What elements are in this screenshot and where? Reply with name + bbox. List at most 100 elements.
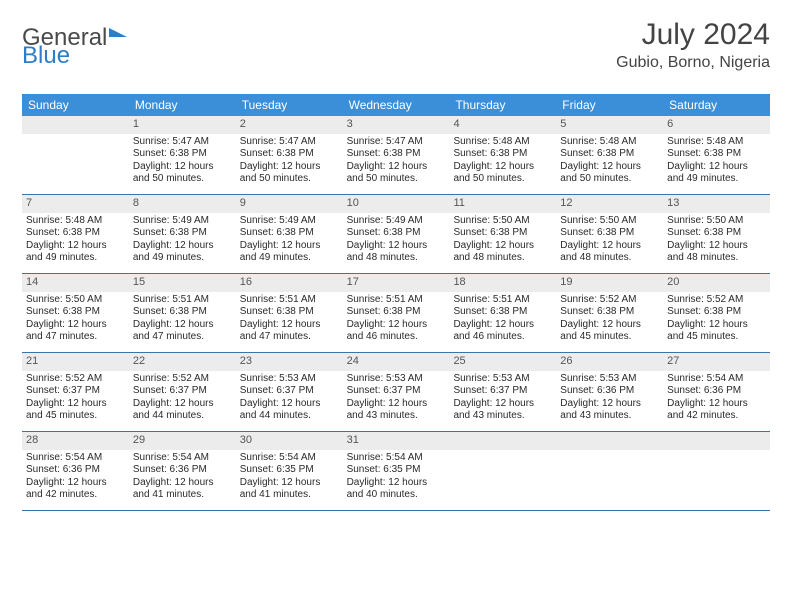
day-info: Sunrise: 5:50 AMSunset: 6:38 PMDaylight:… <box>556 215 663 265</box>
daylight-text: Daylight: 12 hours and 48 minutes. <box>667 240 766 265</box>
day-cell: 14Sunrise: 5:50 AMSunset: 6:38 PMDayligh… <box>22 274 129 352</box>
day-number <box>449 432 556 450</box>
day-number <box>556 432 663 450</box>
sunset-text: Sunset: 6:37 PM <box>240 385 339 398</box>
day-info: Sunrise: 5:48 AMSunset: 6:38 PMDaylight:… <box>22 215 129 265</box>
sunset-text: Sunset: 6:38 PM <box>347 227 446 240</box>
sunset-text: Sunset: 6:35 PM <box>347 464 446 477</box>
daylight-text: Daylight: 12 hours and 43 minutes. <box>560 398 659 423</box>
day-cell: 18 Sunrise: 5:51 AMSunset: 6:38 PMDayligh… <box>449 274 556 352</box>
day-cell: 24Sunrise: 5:53 AMSunset: 6:37 PMDayligh… <box>343 353 450 431</box>
day-cell: 31Sunrise: 5:54 AMSunset: 6:35 PMDayligh… <box>343 432 450 510</box>
daylight-text: Daylight: 12 hours and 42 minutes. <box>667 398 766 423</box>
sunset-text: Sunset: 6:38 PM <box>347 148 446 161</box>
day-number: 21 <box>22 353 129 371</box>
day-info: Sunrise: 5:51 AMSunset: 6:38 PMDaylight:… <box>449 294 556 344</box>
sunset-text: Sunset: 6:37 PM <box>453 385 552 398</box>
sunset-text: Sunset: 6:38 PM <box>133 227 232 240</box>
day-number: 13 <box>663 195 770 213</box>
sunrise-text: Sunrise: 5:48 AM <box>560 136 659 149</box>
sunset-text: Sunset: 6:36 PM <box>133 464 232 477</box>
day-cell <box>663 432 770 510</box>
day-number: 30 <box>236 432 343 450</box>
sunrise-text: Sunrise: 5:51 AM <box>133 294 232 307</box>
day-cell: 9Sunrise: 5:49 AMSunset: 6:38 PMDaylight… <box>236 195 343 273</box>
day-cell <box>449 432 556 510</box>
sunset-text: Sunset: 6:37 PM <box>26 385 125 398</box>
sunset-text: Sunset: 6:35 PM <box>240 464 339 477</box>
day-number: 7 <box>22 195 129 213</box>
day-cell: 11Sunrise: 5:50 AMSunset: 6:38 PMDayligh… <box>449 195 556 273</box>
day-info: Sunrise: 5:49 AMSunset: 6:38 PMDaylight:… <box>236 215 343 265</box>
day-cell: 5Sunrise: 5:48 AMSunset: 6:38 PMDaylight… <box>556 116 663 194</box>
daylight-text: Daylight: 12 hours and 49 minutes. <box>240 240 339 265</box>
day-number: 8 <box>129 195 236 213</box>
day-cell: 13 Sunrise: 5:50 AMSunset: 6:38 PMDayligh… <box>663 195 770 273</box>
week-row: 21Sunrise: 5:52 AMSunset: 6:37 PMDayligh… <box>22 353 770 432</box>
sunrise-text: Sunrise: 5:52 AM <box>667 294 766 307</box>
day-info: Sunrise: 5:54 AMSunset: 6:35 PMDaylight:… <box>236 452 343 502</box>
daylight-text: Daylight: 12 hours and 41 minutes. <box>133 477 232 502</box>
day-number: 25 <box>449 353 556 371</box>
calendar-grid: Sunday Monday Tuesday Wednesday Thursday… <box>22 94 770 511</box>
daylight-text: Daylight: 12 hours and 43 minutes. <box>347 398 446 423</box>
day-number: 16 <box>236 274 343 292</box>
day-cell <box>22 116 129 194</box>
day-info: Sunrise: 5:47 AMSunset: 6:38 PMDaylight:… <box>343 136 450 186</box>
sunset-text: Sunset: 6:38 PM <box>240 306 339 319</box>
day-cell: 6Sunrise: 5:48 AMSunset: 6:38 PMDaylight… <box>663 116 770 194</box>
daylight-text: Daylight: 12 hours and 50 minutes. <box>347 161 446 186</box>
sunset-text: Sunset: 6:37 PM <box>347 385 446 398</box>
sunrise-text: Sunrise: 5:49 AM <box>347 215 446 228</box>
day-info: Sunrise: 5:50 AMSunset: 6:38 PMDaylight:… <box>449 215 556 265</box>
sunset-text: Sunset: 6:37 PM <box>133 385 232 398</box>
day-cell: 8Sunrise: 5:49 AMSunset: 6:38 PMDaylight… <box>129 195 236 273</box>
sunrise-text: Sunrise: 5:49 AM <box>240 215 339 228</box>
day-number: 22 <box>129 353 236 371</box>
day-number: 14 <box>22 274 129 292</box>
daylight-text: Daylight: 12 hours and 47 minutes. <box>240 319 339 344</box>
day-cell: 2Sunrise: 5:47 AMSunset: 6:38 PMDaylight… <box>236 116 343 194</box>
day-number: 3 <box>343 116 450 134</box>
day-cell: 10Sunrise: 5:49 AMSunset: 6:38 PMDayligh… <box>343 195 450 273</box>
day-info: Sunrise: 5:48 AMSunset: 6:38 PMDaylight:… <box>449 136 556 186</box>
daylight-text: Daylight: 12 hours and 49 minutes. <box>133 240 232 265</box>
day-cell: 29Sunrise: 5:54 AMSunset: 6:36 PMDayligh… <box>129 432 236 510</box>
sunrise-text: Sunrise: 5:48 AM <box>667 136 766 149</box>
day-info: Sunrise: 5:51 AMSunset: 6:38 PMDaylight:… <box>236 294 343 344</box>
day-cell: 12 Sunrise: 5:50 AMSunset: 6:38 PMDayligh… <box>556 195 663 273</box>
day-number: 18 <box>449 274 556 292</box>
day-cell: 19Sunrise: 5:52 AMSunset: 6:38 PMDayligh… <box>556 274 663 352</box>
day-number: 5 <box>556 116 663 134</box>
month-title: July 2024 <box>616 18 770 52</box>
sunset-text: Sunset: 6:38 PM <box>347 306 446 319</box>
sunrise-text: Sunrise: 5:47 AM <box>240 136 339 149</box>
daylight-text: Daylight: 12 hours and 48 minutes. <box>560 240 659 265</box>
day-cell: 23Sunrise: 5:53 AMSunset: 6:37 PMDayligh… <box>236 353 343 431</box>
day-info: Sunrise: 5:54 AMSunset: 6:35 PMDaylight:… <box>343 452 450 502</box>
day-info: Sunrise: 5:50 AMSunset: 6:38 PMDaylight:… <box>663 215 770 265</box>
daylight-text: Daylight: 12 hours and 45 minutes. <box>560 319 659 344</box>
daylight-text: Daylight: 12 hours and 48 minutes. <box>453 240 552 265</box>
day-number: 23 <box>236 353 343 371</box>
sunset-text: Sunset: 6:38 PM <box>667 148 766 161</box>
day-cell: 22Sunrise: 5:52 AMSunset: 6:37 PMDayligh… <box>129 353 236 431</box>
sunrise-text: Sunrise: 5:53 AM <box>240 373 339 386</box>
logo-triangle-icon <box>109 28 127 37</box>
day-cell: 17Sunrise: 5:51 AMSunset: 6:38 PMDayligh… <box>343 274 450 352</box>
sunrise-text: Sunrise: 5:54 AM <box>133 452 232 465</box>
weekday-saturday: Saturday <box>663 94 770 116</box>
sunrise-text: Sunrise: 5:47 AM <box>133 136 232 149</box>
day-cell: 27Sunrise: 5:54 AMSunset: 6:36 PMDayligh… <box>663 353 770 431</box>
day-number: 24 <box>343 353 450 371</box>
day-number: 12 <box>556 195 663 213</box>
daylight-text: Daylight: 12 hours and 47 minutes. <box>26 319 125 344</box>
day-cell: 25Sunrise: 5:53 AMSunset: 6:37 PMDayligh… <box>449 353 556 431</box>
day-cell: 7 Sunrise: 5:48 AMSunset: 6:38 PMDaylight… <box>22 195 129 273</box>
week-row: 7 Sunrise: 5:48 AMSunset: 6:38 PMDaylight… <box>22 195 770 274</box>
daylight-text: Daylight: 12 hours and 50 minutes. <box>240 161 339 186</box>
day-number: 19 <box>556 274 663 292</box>
sunset-text: Sunset: 6:38 PM <box>667 227 766 240</box>
sunrise-text: Sunrise: 5:50 AM <box>667 215 766 228</box>
sunset-text: Sunset: 6:38 PM <box>240 148 339 161</box>
